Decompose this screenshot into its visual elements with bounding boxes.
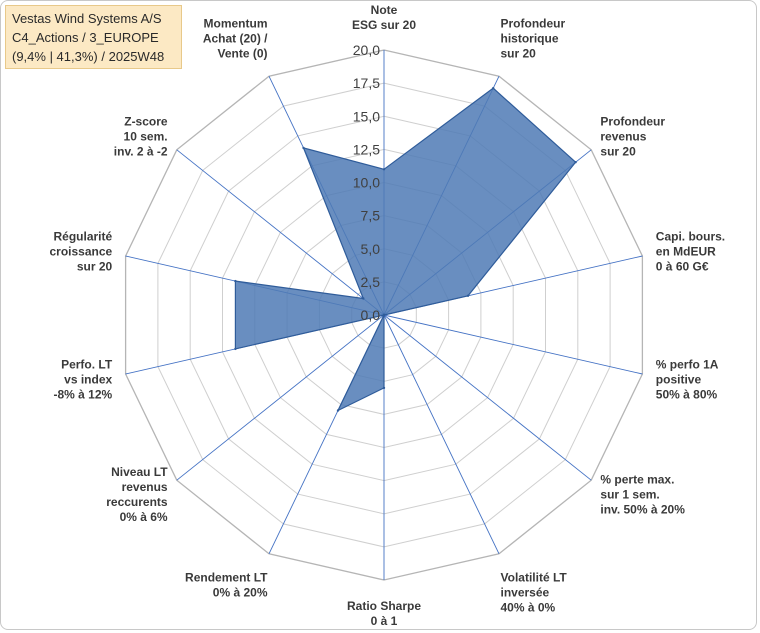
tick-label: 2,5 xyxy=(361,274,381,290)
axis-label: Capi. bours. xyxy=(656,230,725,244)
series-point xyxy=(336,409,340,412)
axis-label: % perte max. xyxy=(600,472,674,486)
axis-label: Régularité xyxy=(54,230,113,244)
axis-label: vs index xyxy=(64,372,112,386)
axis-spoke xyxy=(176,314,385,481)
axis-label: 10 sem. xyxy=(124,130,168,144)
axis-label: inv. 50% à 20% xyxy=(600,502,685,516)
tick-label: 20,0 xyxy=(353,42,380,58)
tick-label: 15,0 xyxy=(353,108,380,124)
axis-label: Momentum xyxy=(204,16,268,30)
axis-label: inversée xyxy=(501,586,550,600)
axis-label: Z-score xyxy=(124,115,168,129)
axis-label: sur 20 xyxy=(600,145,636,159)
axis-label: Note xyxy=(371,3,398,17)
series-point xyxy=(234,279,237,283)
axis-label: Perfo. LT xyxy=(61,357,113,371)
tick-label: 7,5 xyxy=(361,208,381,224)
axis-label: revenus xyxy=(122,480,168,494)
series-point xyxy=(362,297,365,300)
axis-label: % perfo 1A xyxy=(656,357,719,371)
axis-label: Profondeur xyxy=(600,115,665,129)
series-point xyxy=(466,294,470,297)
series-point xyxy=(382,168,386,171)
series-area xyxy=(234,87,577,412)
series-point xyxy=(382,313,386,317)
axis-label: 0% à 6% xyxy=(120,510,168,524)
axis-label: Niveau LT xyxy=(111,465,168,479)
series-point xyxy=(492,87,495,90)
radar-series xyxy=(234,87,577,412)
axis-label: revenus xyxy=(600,130,646,144)
tick-label: 17,5 xyxy=(353,75,380,91)
axis-label: reccurents xyxy=(106,495,168,509)
tick-label: 5,0 xyxy=(361,241,381,257)
series-point xyxy=(302,146,305,150)
axis-label: sur 20 xyxy=(501,46,537,60)
axis-label: 0 à 60 G€ xyxy=(656,260,709,274)
axis-label: 40% à 0% xyxy=(501,601,556,615)
axis-spoke xyxy=(176,149,385,316)
axis-label: inv. 2 à -2 xyxy=(114,145,168,159)
axis-label: positive xyxy=(656,372,702,386)
axis-label: 50% à 80% xyxy=(656,387,718,401)
axis-label: 0% à 20% xyxy=(213,586,268,600)
axis-label: sur 1 sem. xyxy=(600,487,659,501)
radial-tick-labels: 0,0 2,5 5,0 7,5 10,0 12,5 15,0 17,5 20,0 xyxy=(353,42,380,323)
series-point xyxy=(574,161,577,164)
chart-title-box: Vestas Wind Systems A/S C4_Actions / 3_E… xyxy=(5,5,182,69)
axis-label: sur 20 xyxy=(77,260,113,274)
axis-label: 0 à 1 xyxy=(371,614,398,628)
axis-spoke xyxy=(383,314,592,481)
tick-label: 0,0 xyxy=(361,307,381,323)
axis-label: Rendement LT xyxy=(185,571,268,585)
axis-label: Volatilité LT xyxy=(501,571,568,585)
axis-label: ESG sur 20 xyxy=(352,18,416,32)
axis-label: Ratio Sharpe xyxy=(347,599,421,613)
chart-title-line-3: (9,4% | 41,3%) / 2025W48 xyxy=(12,49,165,64)
axis-label: Profondeur xyxy=(501,16,566,30)
series-point xyxy=(382,386,386,390)
tick-label: 10,0 xyxy=(353,175,380,191)
chart-title-line-2: C4_Actions / 3_EUROPE xyxy=(12,30,159,45)
tick-label: 12,5 xyxy=(353,141,380,157)
axis-label: croissance xyxy=(49,245,112,259)
axis-label: Achat (20) / xyxy=(203,31,268,45)
axis-label: historique xyxy=(501,31,559,45)
axis-label: -8% à 12% xyxy=(53,387,112,401)
chart-title-line-1: Vestas Wind Systems A/S xyxy=(12,11,162,26)
axis-spoke xyxy=(383,314,643,375)
series-point xyxy=(234,347,237,351)
axis-label: Vente (0) xyxy=(217,46,267,60)
axis-spoke xyxy=(383,314,500,554)
axis-label: en MdEUR xyxy=(656,245,716,259)
